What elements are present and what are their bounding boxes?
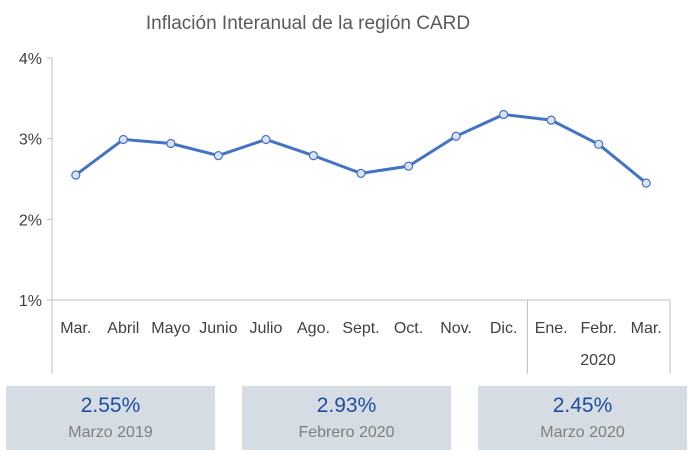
summary-card-marzo-2020: 2.45% Marzo 2020 bbox=[478, 386, 687, 450]
x-category-label: Sept. bbox=[342, 320, 379, 337]
summary-card-febrero-2020: 2.93% Febrero 2020 bbox=[242, 386, 451, 450]
card-label: Marzo 2020 bbox=[540, 424, 625, 441]
x-category-label: Mar. bbox=[631, 320, 662, 337]
chart-title: Inflación Interanual de la región CARD bbox=[146, 13, 470, 34]
data-point bbox=[261, 134, 271, 145]
summary-cards: 2.55% Marzo 2019 2.93% Febrero 2020 2.45… bbox=[0, 386, 691, 452]
data-point bbox=[166, 138, 176, 149]
data-point bbox=[403, 161, 414, 171]
y-tick-label: 4% bbox=[19, 51, 42, 68]
chart-axes bbox=[47, 57, 671, 374]
y-tick-labels: 1% 2% 3% 4% bbox=[19, 51, 42, 310]
data-point bbox=[499, 109, 509, 120]
data-point bbox=[451, 131, 461, 141]
x-category-label: Mar. bbox=[60, 320, 91, 337]
card-value: 2.45% bbox=[552, 394, 613, 417]
data-point bbox=[71, 170, 81, 180]
series-points bbox=[71, 109, 651, 188]
x-category-label: Febr. bbox=[580, 320, 616, 337]
x-category-label: Julio bbox=[249, 320, 282, 337]
data-point bbox=[594, 139, 604, 149]
summary-card-marzo-2019: 2.55% Marzo 2019 bbox=[6, 386, 215, 450]
x-category-label: Oct. bbox=[394, 320, 423, 337]
data-point bbox=[546, 115, 556, 125]
x-category-label: Ago. bbox=[297, 320, 330, 337]
y-tick-label: 3% bbox=[19, 132, 42, 149]
data-point bbox=[356, 168, 366, 178]
data-point bbox=[308, 151, 319, 161]
card-value: 2.93% bbox=[316, 394, 377, 417]
x-category-label: Mayo bbox=[151, 320, 190, 337]
x-category-label: Ene. bbox=[535, 320, 568, 337]
card-label: Marzo 2019 bbox=[68, 424, 153, 441]
x-category-label: Dic. bbox=[490, 320, 518, 337]
data-point bbox=[118, 134, 128, 145]
x-category-label: Abril bbox=[107, 320, 139, 337]
data-point bbox=[641, 178, 651, 188]
year-group-label: 2020 bbox=[580, 352, 616, 369]
card-value: 2.55% bbox=[80, 394, 141, 417]
x-category-labels: Mar. Abril Mayo Junio Julio Ago. Sept. Oct. Nov.… bbox=[60, 320, 662, 337]
inflation-line-chart: Inflación Interanual de la región CARD 1… bbox=[19, 13, 671, 374]
x-category-label: Junio bbox=[199, 320, 237, 337]
card-label: Febrero 2020 bbox=[298, 424, 395, 441]
y-tick-label: 2% bbox=[19, 212, 42, 229]
data-point bbox=[213, 151, 223, 161]
y-tick-label: 1% bbox=[19, 293, 42, 310]
x-category-label: Nov. bbox=[440, 320, 472, 337]
